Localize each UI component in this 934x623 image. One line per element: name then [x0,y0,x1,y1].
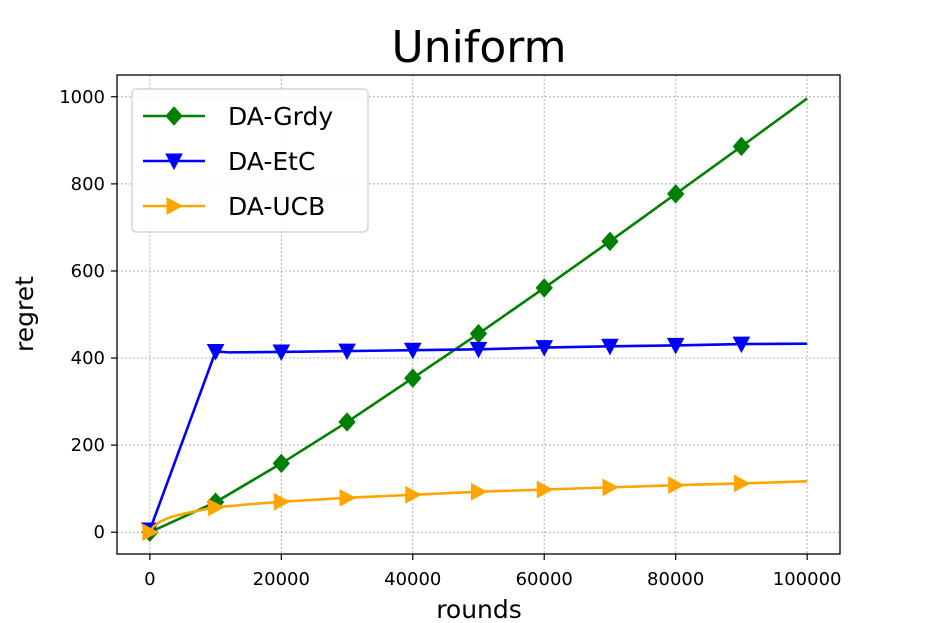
data-point-da-ucb [602,478,620,497]
x-tick-label: 100000 [773,569,842,590]
y-axis-label: regret [10,276,39,352]
data-point-da-etc [403,342,422,360]
plot-frame [116,74,841,555]
data-point-da-etc [272,344,291,362]
data-point-da-ucb [339,488,357,507]
series-line-da-etc [148,342,808,531]
series-da-etc [141,336,808,540]
data-point-da-grdy [667,184,685,204]
data-point-da-ucb [471,482,488,501]
data-point-da-grdy [338,412,356,432]
legend-label-da-etc: DA-EtC [228,147,315,176]
y-tick-label: 0 [94,522,105,543]
legend: DA-Grdy DA-EtC DA-UCB [131,88,369,233]
x-tick-label: 0 [144,569,155,590]
data-point-da-grdy [272,453,290,474]
data-point-da-etc [732,336,751,354]
legend-label-da-grdy: DA-Grdy [228,102,333,131]
y-tick-label: 600 [71,261,105,282]
data-point-da-grdy [535,278,553,298]
x-tick-label: 80000 [647,569,704,590]
x-tick-label: 60000 [516,569,573,590]
data-point-da-ucb [668,476,685,495]
data-point-da-etc [535,340,554,357]
legend-marker-da-etc [165,153,183,171]
y-tick-label: 1000 [59,87,105,108]
y-tick-label: 200 [71,435,105,456]
chart-title: Uniform [392,22,567,73]
data-point-da-ucb [733,474,751,493]
data-point-da-etc [469,341,488,359]
data-point-da-etc [206,344,225,361]
series-da-grdy [141,97,808,542]
data-point-da-grdy [732,136,751,157]
data-point-da-ucb [405,485,422,504]
legend-marker-da-ucb [166,197,184,215]
series-da-ucb [142,474,808,542]
y-tick-label: 400 [71,348,105,369]
data-point-da-ucb [142,523,159,542]
x-axis-label: rounds [436,595,522,623]
x-tick-label: 40000 [384,569,441,590]
data-point-da-ucb [273,492,291,511]
data-point-da-etc [338,343,356,361]
ticks: 0 20000 40000 60000 80000 100000 0 200 400 600 800… [59,87,841,590]
legend-frame [131,88,369,233]
legend-label-da-ucb: DA-UCB [228,192,325,221]
data-point-da-ucb [536,480,554,499]
data-point-da-etc [666,337,685,355]
y-tick-label: 800 [71,174,105,195]
series-layer [141,97,808,542]
data-point-da-grdy [601,231,619,252]
data-point-da-grdy [404,368,422,388]
data-point-da-ucb [208,498,225,517]
data-point-da-etc [601,338,619,356]
x-tick-label: 20000 [253,569,310,590]
legend-marker-da-grdy [165,106,183,126]
